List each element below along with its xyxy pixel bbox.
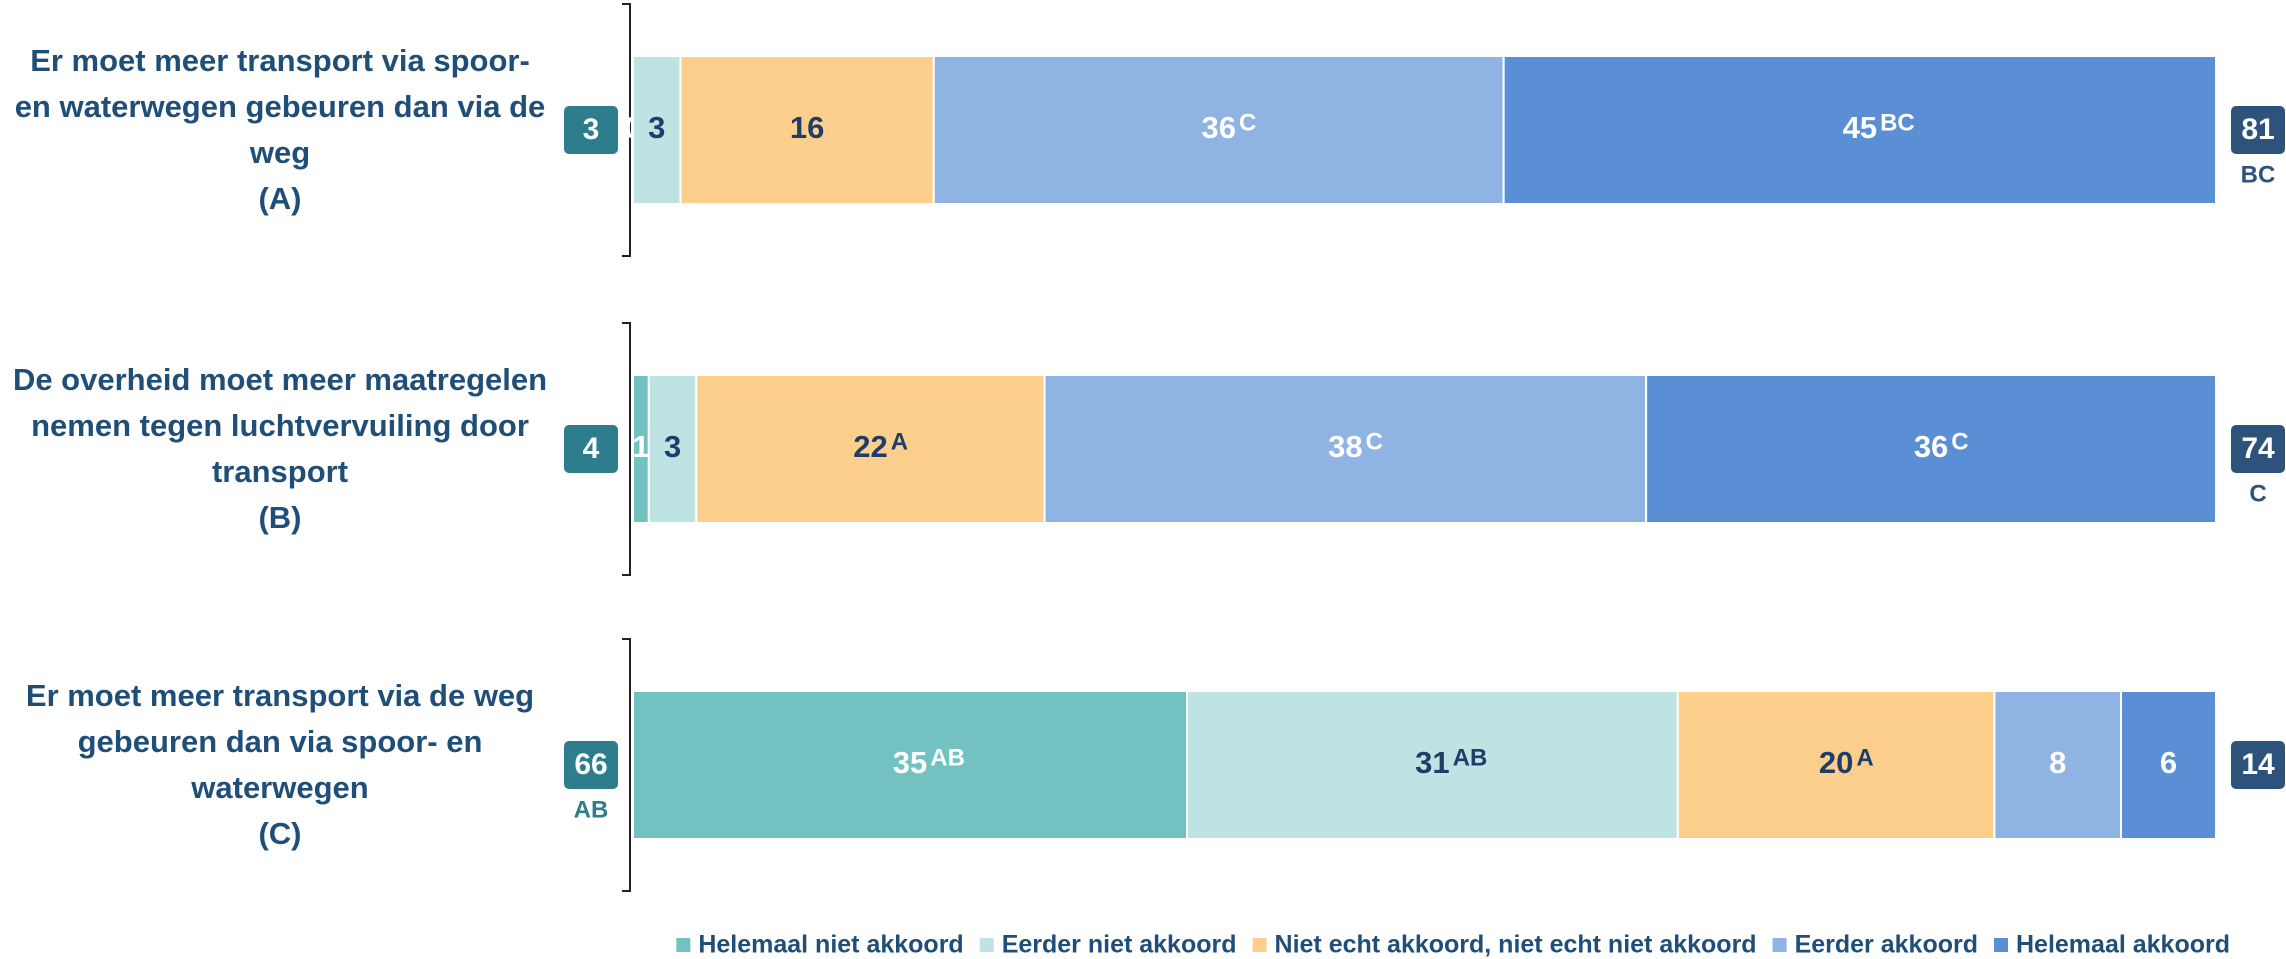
significance-label: C xyxy=(1239,109,1256,136)
category-code: (B) xyxy=(258,500,302,535)
value-label: 45 xyxy=(1843,110,1877,145)
category-label: Er moet meer transport via de weg gebeur… xyxy=(10,635,550,895)
significance-label: BC xyxy=(1880,109,1915,136)
category-label-box: De overheid moet meer maatregelen nemen … xyxy=(10,319,550,579)
total-label: 4 xyxy=(583,432,600,465)
category-label: Er moet meer transport via spoor- en wat… xyxy=(10,0,550,260)
significance-label: A xyxy=(1856,744,1873,771)
value-label: 1 xyxy=(632,429,649,464)
bar-segment xyxy=(1043,374,1648,524)
bar-segment xyxy=(1993,690,2123,840)
total-significance: AB xyxy=(574,796,609,823)
legend-swatch xyxy=(979,938,994,952)
legend-item: Eerder akkoord xyxy=(1772,931,1978,959)
bar-segment xyxy=(1186,690,1679,840)
value-label: 31 xyxy=(1415,745,1449,780)
total-label: 74 xyxy=(2241,432,2275,465)
value-label: 22 xyxy=(853,429,887,464)
significance-label: C xyxy=(1951,428,1968,455)
value-label: 36 xyxy=(1201,110,1235,145)
total-box xyxy=(564,425,618,473)
bracket xyxy=(622,322,631,576)
category-label-box: Er moet meer transport via de weg gebeur… xyxy=(10,635,550,895)
legend-swatch xyxy=(1994,938,2008,952)
value-label: 8 xyxy=(2049,745,2066,780)
significance-label: AB xyxy=(1453,744,1488,771)
value-label: 3 xyxy=(648,110,665,145)
legend-label: Eerder akkoord xyxy=(1795,931,1978,959)
total-label: 3 xyxy=(583,113,600,146)
category-text: Er moet meer transport via spoor- en wat… xyxy=(14,43,546,170)
total-box xyxy=(2231,106,2285,154)
value-label: 3 xyxy=(664,429,681,464)
category-code: (A) xyxy=(258,181,302,216)
significance-label: C xyxy=(1366,428,1383,455)
total-label: 66 xyxy=(574,748,607,781)
total-significance: C xyxy=(2249,480,2266,507)
bar-segment xyxy=(695,374,1046,524)
significance-label: A xyxy=(891,428,908,455)
value-label: 20 xyxy=(1819,745,1853,780)
category-code: (C) xyxy=(258,816,302,851)
bar-segment xyxy=(1645,374,2217,524)
significance-label: AB xyxy=(930,744,965,771)
value-label: 35 xyxy=(893,745,927,780)
value-label: 16 xyxy=(790,110,824,145)
bracket xyxy=(622,638,631,892)
legend-swatch xyxy=(1252,938,1267,952)
value-label: 6 xyxy=(2160,745,2177,780)
total-significance: BC xyxy=(2241,161,2276,188)
bar-segment xyxy=(1502,55,2217,205)
total-box xyxy=(564,106,618,154)
legend-swatch xyxy=(1772,938,1787,952)
total-label: 14 xyxy=(2241,748,2275,781)
legend-label: Helemaal niet akkoord xyxy=(698,931,963,959)
category-text: Er moet meer transport via de weg gebeur… xyxy=(25,678,535,805)
legend-item: Helemaal niet akkoord xyxy=(676,931,964,959)
category-label-box: Er moet meer transport via spoor- en wat… xyxy=(10,0,550,260)
legend-label: Niet echt akkoord, niet echt niet akkoor… xyxy=(1275,931,1757,959)
total-box xyxy=(2231,741,2285,789)
legend-label: Helemaal akkoord xyxy=(2016,931,2230,959)
bracket xyxy=(622,3,631,257)
category-text: De overheid moet meer maatregelen nemen … xyxy=(12,362,548,489)
legend-item: Eerder niet akkoord xyxy=(979,931,1237,959)
value-label: 38 xyxy=(1328,429,1362,464)
value-label: 36 xyxy=(1914,429,1948,464)
bar-segment xyxy=(2120,690,2218,840)
category-label: De overheid moet meer maatregelen nemen … xyxy=(10,319,550,579)
bar-segment xyxy=(679,55,935,205)
bar-segment xyxy=(1676,690,1996,840)
bar-segment xyxy=(932,55,1505,205)
legend-item: Niet echt akkoord, niet echt niet akkoor… xyxy=(1252,931,1757,959)
total-box xyxy=(2231,425,2285,473)
total-box xyxy=(564,741,618,789)
legend-label: Eerder niet akkoord xyxy=(1002,931,1237,959)
bar-segment xyxy=(647,374,698,524)
total-label: 81 xyxy=(2241,113,2274,146)
legend-swatch xyxy=(676,938,691,952)
legend-item: Helemaal akkoord xyxy=(1994,931,2230,959)
